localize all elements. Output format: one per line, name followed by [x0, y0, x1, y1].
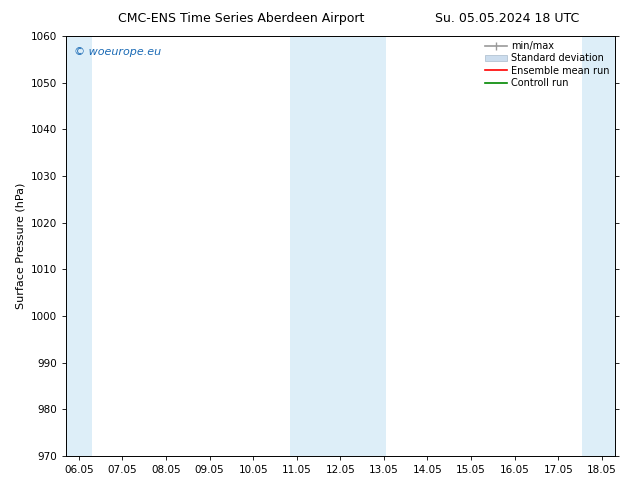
Bar: [290, 36, 386, 456]
Text: © woeurope.eu: © woeurope.eu: [74, 47, 161, 57]
Legend: min/max, Standard deviation, Ensemble mean run, Controll run: min/max, Standard deviation, Ensemble me…: [485, 41, 610, 88]
Bar: [582, 36, 615, 456]
Text: CMC-ENS Time Series Aberdeen Airport: CMC-ENS Time Series Aberdeen Airport: [118, 12, 364, 25]
Y-axis label: Surface Pressure (hPa): Surface Pressure (hPa): [15, 183, 25, 309]
Text: Su. 05.05.2024 18 UTC: Su. 05.05.2024 18 UTC: [435, 12, 579, 25]
Bar: [66, 36, 92, 456]
